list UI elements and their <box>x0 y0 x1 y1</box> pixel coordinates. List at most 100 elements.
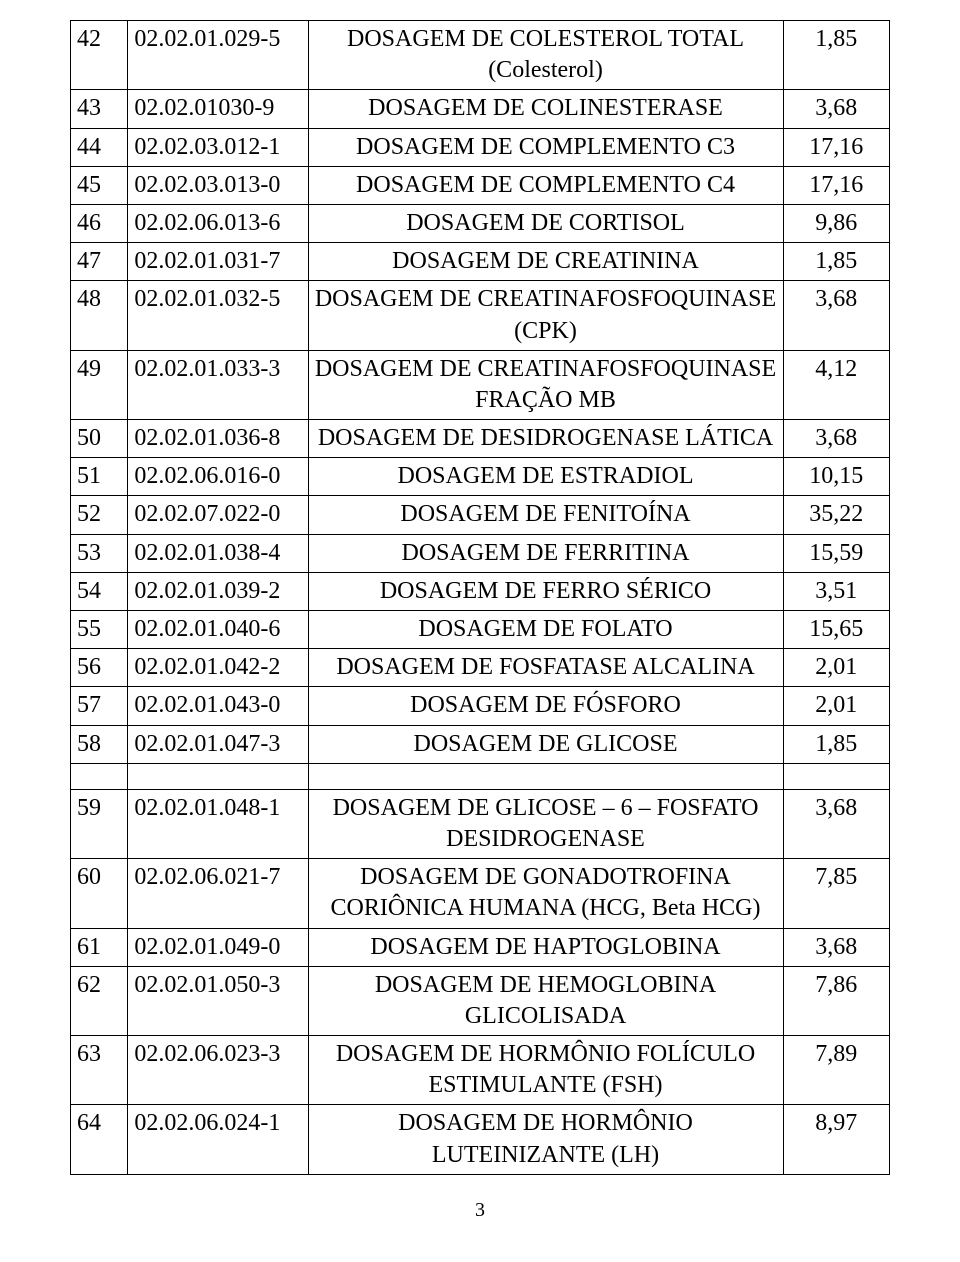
row-number: 42 <box>71 21 128 90</box>
row-number: 60 <box>71 859 128 928</box>
row-description: DOSAGEM DE CREATINAFOSFOQUINASE (CPK) <box>308 281 783 350</box>
row-description: DOSAGEM DE FOLATO <box>308 611 783 649</box>
row-description: DOSAGEM DE COMPLEMENTO C4 <box>308 166 783 204</box>
row-number: 47 <box>71 243 128 281</box>
row-value: 4,12 <box>783 350 889 419</box>
row-code: 02.02.03.013-0 <box>128 166 308 204</box>
row-description: DOSAGEM DE GLICOSE <box>308 725 783 763</box>
row-description: DOSAGEM DE FERRO SÉRICO <box>308 572 783 610</box>
row-number: 43 <box>71 90 128 128</box>
row-code: 02.02.01.031-7 <box>128 243 308 281</box>
row-value: 17,16 <box>783 128 889 166</box>
row-value: 15,65 <box>783 611 889 649</box>
row-value: 15,59 <box>783 534 889 572</box>
row-value: 7,89 <box>783 1036 889 1105</box>
row-code: 02.02.01.033-3 <box>128 350 308 419</box>
row-code: 02.02.01.050-3 <box>128 966 308 1035</box>
row-code: 02.02.06.023-3 <box>128 1036 308 1105</box>
table-row: 5502.02.01.040-6DOSAGEM DE FOLATO15,65 <box>71 611 890 649</box>
row-description: DOSAGEM DE ESTRADIOL <box>308 458 783 496</box>
table-body-2: 5902.02.01.048-1DOSAGEM DE GLICOSE – 6 –… <box>71 789 890 1174</box>
row-description: DOSAGEM DE CREATINAFOSFOQUINASE FRAÇÃO M… <box>308 350 783 419</box>
row-number: 52 <box>71 496 128 534</box>
row-code: 02.02.01.043-0 <box>128 687 308 725</box>
row-description: DOSAGEM DE HAPTOGLOBINA <box>308 928 783 966</box>
row-description: DOSAGEM DE FENITOÍNA <box>308 496 783 534</box>
row-code: 02.02.06.016-0 <box>128 458 308 496</box>
row-description: DOSAGEM DE GLICOSE – 6 – FOSFATO DESIDRO… <box>308 789 783 858</box>
table-row: 5302.02.01.038-4DOSAGEM DE FERRITINA15,5… <box>71 534 890 572</box>
table-body-1: 4202.02.01.029-5DOSAGEM DE COLESTEROL TO… <box>71 21 890 764</box>
row-value: 9,86 <box>783 204 889 242</box>
row-number: 59 <box>71 789 128 858</box>
row-number: 58 <box>71 725 128 763</box>
row-value: 3,68 <box>783 90 889 128</box>
row-number: 48 <box>71 281 128 350</box>
row-number: 51 <box>71 458 128 496</box>
data-table: 4202.02.01.029-5DOSAGEM DE COLESTEROL TO… <box>70 20 890 1175</box>
row-number: 49 <box>71 350 128 419</box>
table-row: 6202.02.01.050-3DOSAGEM DE HEMOGLOBINA G… <box>71 966 890 1035</box>
row-number: 63 <box>71 1036 128 1105</box>
row-number: 54 <box>71 572 128 610</box>
row-code: 02.02.07.022-0 <box>128 496 308 534</box>
row-code: 02.02.01.032-5 <box>128 281 308 350</box>
table-row: 5102.02.06.016-0DOSAGEM DE ESTRADIOL10,1… <box>71 458 890 496</box>
table-row: 6102.02.01.049-0DOSAGEM DE HAPTOGLOBINA3… <box>71 928 890 966</box>
table-row: 6302.02.06.023-3DOSAGEM DE HORMÔNIO FOLÍ… <box>71 1036 890 1105</box>
table-row: 4702.02.01.031-7DOSAGEM DE CREATININA1,8… <box>71 243 890 281</box>
row-code: 02.02.06.024-1 <box>128 1105 308 1174</box>
table-row: 4502.02.03.013-0DOSAGEM DE COMPLEMENTO C… <box>71 166 890 204</box>
row-description: DOSAGEM DE COMPLEMENTO C3 <box>308 128 783 166</box>
table-row: 4802.02.01.032-5DOSAGEM DE CREATINAFOSFO… <box>71 281 890 350</box>
row-number: 56 <box>71 649 128 687</box>
row-value: 35,22 <box>783 496 889 534</box>
row-number: 44 <box>71 128 128 166</box>
row-number: 61 <box>71 928 128 966</box>
page-number: 3 <box>70 1199 890 1222</box>
row-number: 45 <box>71 166 128 204</box>
row-value: 3,68 <box>783 420 889 458</box>
table-row: 4302.02.01030-9DOSAGEM DE COLINESTERASE3… <box>71 90 890 128</box>
row-description: DOSAGEM DE COLESTEROL TOTAL (Colesterol) <box>308 21 783 90</box>
row-description: DOSAGEM DE FÓSFORO <box>308 687 783 725</box>
row-value: 3,68 <box>783 789 889 858</box>
table-row: 5602.02.01.042-2DOSAGEM DE FOSFATASE ALC… <box>71 649 890 687</box>
row-number: 64 <box>71 1105 128 1174</box>
row-description: DOSAGEM DE CREATININA <box>308 243 783 281</box>
row-code: 02.02.01.039-2 <box>128 572 308 610</box>
table-row: 5702.02.01.043-0DOSAGEM DE FÓSFORO2,01 <box>71 687 890 725</box>
row-code: 02.02.03.012-1 <box>128 128 308 166</box>
table-row: 6402.02.06.024-1DOSAGEM DE HORMÔNIO LUTE… <box>71 1105 890 1174</box>
row-number: 57 <box>71 687 128 725</box>
table-row: 5202.02.07.022-0DOSAGEM DE FENITOÍNA35,2… <box>71 496 890 534</box>
table-row: 6002.02.06.021-7DOSAGEM DE GONADOTROFINA… <box>71 859 890 928</box>
row-description: DOSAGEM DE FOSFATASE ALCALINA <box>308 649 783 687</box>
row-description: DOSAGEM DE HORMÔNIO LUTEINIZANTE (LH) <box>308 1105 783 1174</box>
row-value: 1,85 <box>783 725 889 763</box>
row-code: 02.02.01030-9 <box>128 90 308 128</box>
table-row: 5902.02.01.048-1DOSAGEM DE GLICOSE – 6 –… <box>71 789 890 858</box>
row-number: 55 <box>71 611 128 649</box>
page-container: 4202.02.01.029-5DOSAGEM DE COLESTEROL TO… <box>0 0 960 1262</box>
row-description: DOSAGEM DE DESIDROGENASE LÁTICA <box>308 420 783 458</box>
row-description: DOSAGEM DE HEMOGLOBINA GLICOLISADA <box>308 966 783 1035</box>
row-code: 02.02.01.042-2 <box>128 649 308 687</box>
row-value: 10,15 <box>783 458 889 496</box>
row-value: 7,86 <box>783 966 889 1035</box>
row-code: 02.02.01.040-6 <box>128 611 308 649</box>
row-code: 02.02.01.036-8 <box>128 420 308 458</box>
row-description: DOSAGEM DE GONADOTROFINA CORIÔNICA HUMAN… <box>308 859 783 928</box>
row-code: 02.02.01.047-3 <box>128 725 308 763</box>
spacer-row <box>71 763 890 789</box>
row-value: 2,01 <box>783 687 889 725</box>
table-row: 4602.02.06.013-6DOSAGEM DE CORTISOL9,86 <box>71 204 890 242</box>
row-value: 3,68 <box>783 928 889 966</box>
row-description: DOSAGEM DE FERRITINA <box>308 534 783 572</box>
row-value: 1,85 <box>783 21 889 90</box>
row-value: 7,85 <box>783 859 889 928</box>
row-description: DOSAGEM DE COLINESTERASE <box>308 90 783 128</box>
table-row: 5402.02.01.039-2DOSAGEM DE FERRO SÉRICO3… <box>71 572 890 610</box>
row-code: 02.02.01.038-4 <box>128 534 308 572</box>
row-description: DOSAGEM DE CORTISOL <box>308 204 783 242</box>
